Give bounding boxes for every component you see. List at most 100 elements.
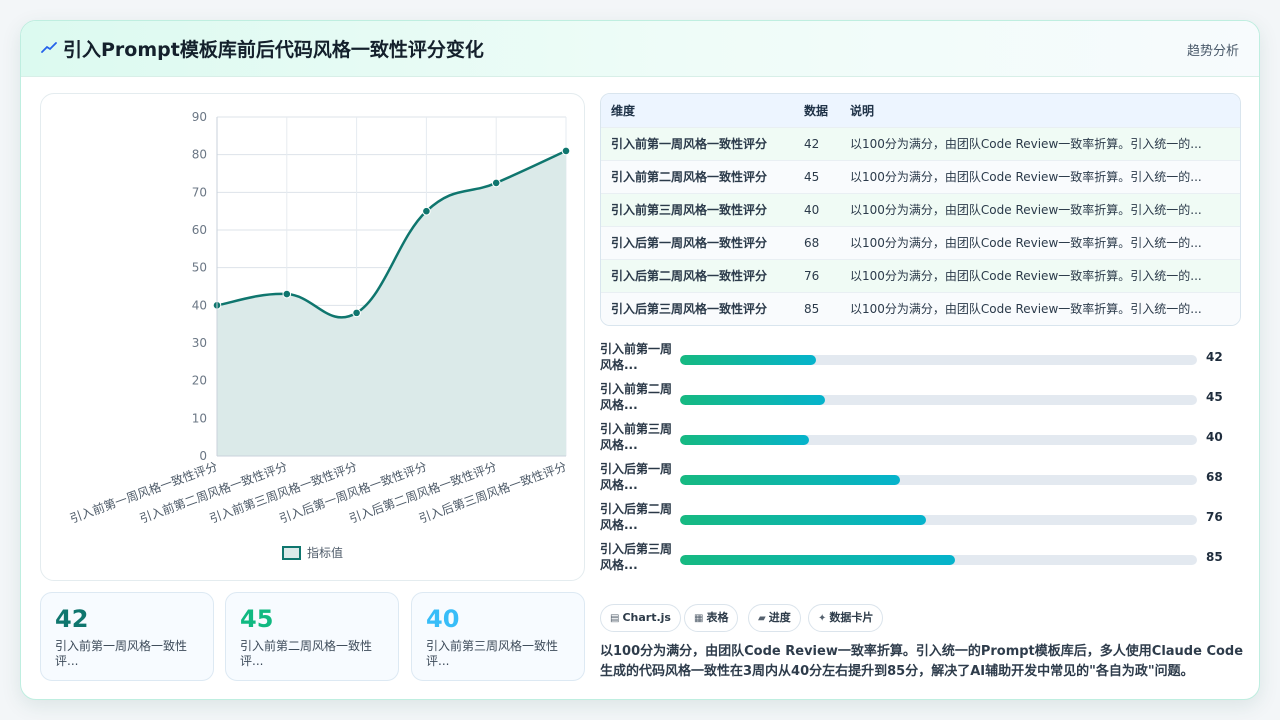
progress-row: 引入后第三周风格... 85 [600, 541, 1241, 575]
line-chart-panel: 0 10 20 30 40 50 60 70 80 90 引入前第一周风格一致性评分 引入前第二周风格… [40, 93, 585, 581]
cell-value: 85 [804, 301, 820, 316]
trend-icon [41, 42, 57, 53]
col-header-dimension: 维度 [611, 103, 636, 118]
chip-progress[interactable]: ▰ 进度 [748, 604, 801, 632]
y-tick-label: 80 [192, 148, 207, 162]
y-tick-label: 0 [199, 449, 207, 463]
progress-track [680, 435, 1197, 445]
cell-dimension: 引入前第三周风格一致性评分 [611, 203, 768, 217]
y-tick-label: 20 [192, 374, 207, 388]
progress-track [680, 395, 1197, 405]
progress-fill [680, 355, 816, 365]
kpi-card: 40 引入前第三周风格一致性评... [411, 592, 585, 681]
table-icon: ▦ [694, 613, 704, 624]
cell-value: 42 [804, 136, 820, 151]
table-row: 引入前第二周风格一致性评分 45 以100分为满分，由团队Code Review一致… [601, 160, 1240, 193]
progress-value: 42 [1206, 350, 1223, 364]
col-header-value: 数据 [804, 103, 829, 118]
cell-description: 以100分为满分，由团队Code Review一致率折算。引入统一的... [850, 269, 1202, 283]
table-row: 引入后第二周风格一致性评分 76 以100分为满分，由团队Code Review一致… [601, 259, 1240, 292]
progress-value: 68 [1206, 470, 1223, 484]
chip-label: Chart.js [622, 611, 671, 624]
progress-track [680, 355, 1197, 365]
chip-chart[interactable]: ▤ Chart.js [600, 604, 681, 632]
progress-icon: ▰ [758, 613, 766, 624]
progress-label: 引入前第一周风格... [600, 342, 673, 372]
table-row: 引入前第一周风格一致性评分 42 以100分为满分，由团队Code Review一致… [601, 127, 1240, 160]
cell-description: 以100分为满分，由团队Code Review一致率折算。引入统一的... [850, 236, 1202, 250]
progress-value: 85 [1206, 550, 1223, 564]
data-point [422, 206, 431, 216]
data-point [352, 308, 361, 318]
cell-dimension: 引入后第二周风格一致性评分 [611, 269, 768, 283]
table-row: 引入后第三周风格一致性评分 85 以100分为满分，由团队Code Review一致… [601, 292, 1240, 325]
page-title: 引入Prompt模板库前后代码风格一致性评分变化 [63, 39, 484, 61]
progress-label: 引入后第二周风格... [600, 502, 673, 532]
cell-value: 68 [804, 235, 820, 250]
progress-fill [680, 395, 826, 405]
report-card: 引入Prompt模板库前后代码风格一致性评分变化 趋势分析 0 10 20 30 40 5… [20, 20, 1260, 700]
progress-track [680, 555, 1197, 565]
progress-value: 40 [1206, 430, 1223, 444]
cell-dimension: 引入前第二周风格一致性评分 [611, 170, 768, 184]
kpi-value: 40 [426, 605, 460, 633]
progress-row: 引入后第二周风格... 76 [600, 501, 1241, 535]
cell-value: 45 [804, 169, 820, 184]
kpi-value: 42 [55, 605, 89, 633]
y-tick-label: 70 [192, 185, 207, 199]
data-point [561, 146, 571, 156]
kpi-label: 引入前第二周风格一致性评... [240, 639, 373, 668]
chip-label: 数据卡片 [829, 611, 874, 624]
data-point [282, 289, 292, 299]
data-table: 维度 数据 说明 引入前第一周风格一致性评分 42 以100分为满分，由团队Code… [600, 93, 1241, 326]
chart-icon: ▤ [610, 613, 620, 624]
y-tick-label: 90 [192, 110, 207, 124]
table-row: 引入后第一周风格一致性评分 68 以100分为满分，由团队Code Review一致… [601, 226, 1240, 259]
cell-description: 以100分为满分，由团队Code Review一致率折算。引入统一的... [850, 170, 1202, 184]
progress-label: 引入后第三周风格... [600, 542, 673, 572]
series-area [217, 150, 566, 456]
kpi-card: 42 引入前第一周风格一致性评... [40, 592, 214, 681]
cell-value: 76 [804, 268, 820, 283]
progress-track [680, 475, 1197, 485]
progress-label: 引入后第一周风格... [600, 462, 673, 492]
cell-description: 以100分为满分，由团队Code Review一致率折算。引入统一的... [850, 302, 1202, 317]
card-icon: ✦ [818, 613, 827, 624]
card-header: 引入Prompt模板库前后代码风格一致性评分变化 趋势分析 [21, 21, 1259, 77]
y-tick-label: 10 [192, 411, 207, 425]
summary-text: 以100分为满分，由团队Code Review一致率折算。引入统一的Prompt… [600, 644, 1244, 679]
table-row: 引入前第三周风格一致性评分 40 以100分为满分，由团队Code Review一致… [601, 193, 1240, 226]
progress-fill [680, 515, 926, 525]
line-chart: 0102030405060708090引入前第一周风格一致性评分引入前第二周风格… [68, 110, 571, 560]
y-tick-label: 60 [192, 223, 207, 237]
kpi-value: 45 [240, 605, 274, 633]
y-tick-label: 30 [192, 336, 207, 350]
trend-analysis-badge: 趋势分析 [1186, 44, 1239, 59]
progress-label: 引入前第三周风格... [600, 422, 673, 452]
cell-description: 以100分为满分，由团队Code Review一致率折算。引入统一的... [850, 203, 1202, 217]
progress-fill [680, 475, 900, 485]
progress-track [680, 515, 1197, 525]
data-point [491, 178, 501, 188]
progress-row: 引入后第一周风格... 68 [600, 461, 1241, 495]
cell-value: 40 [804, 202, 820, 217]
progress-row: 引入前第三周风格... 40 [600, 421, 1241, 455]
chip-label: 进度 [768, 611, 791, 624]
kpi-card: 45 引入前第二周风格一致性评... [225, 592, 399, 681]
col-header-description: 说明 [850, 103, 875, 118]
legend-label: 指标值 [307, 545, 343, 560]
progress-row: 引入前第二周风格... 45 [600, 381, 1241, 415]
chip-card[interactable]: ✦ 数据卡片 [808, 604, 884, 632]
progress-fill [680, 435, 810, 445]
progress-label: 引入前第二周风格... [600, 382, 673, 412]
cell-dimension: 引入后第一周风格一致性评分 [611, 236, 768, 250]
progress-value: 45 [1206, 390, 1223, 404]
progress-value: 76 [1206, 510, 1223, 524]
chip-table[interactable]: ▦ 表格 [684, 604, 739, 632]
cell-dimension: 引入前第一周风格一致性评分 [611, 137, 768, 151]
kpi-label: 引入前第三周风格一致性评... [426, 639, 559, 668]
progress-fill [680, 555, 955, 565]
chip-label: 表格 [706, 611, 729, 624]
cell-dimension: 引入后第三周风格一致性评分 [611, 302, 768, 317]
progress-row: 引入前第一周风格... 42 [600, 341, 1241, 375]
